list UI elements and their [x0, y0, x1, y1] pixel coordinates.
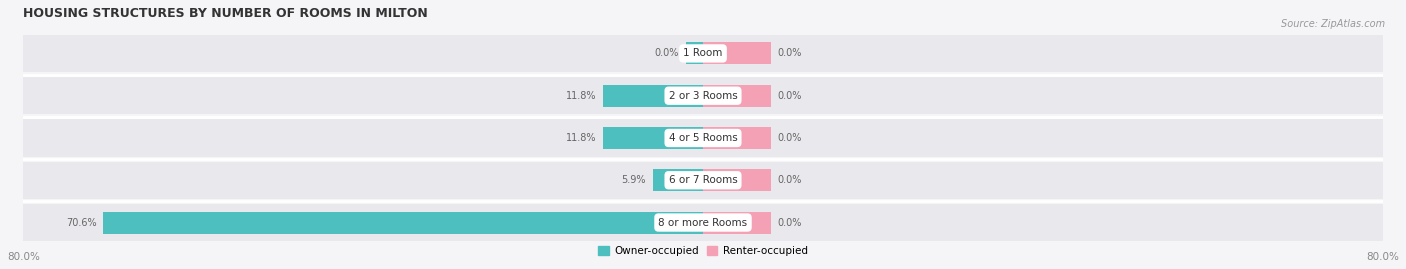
Bar — [703, 169, 770, 191]
Legend: Owner-occupied, Renter-occupied: Owner-occupied, Renter-occupied — [595, 242, 811, 260]
Text: 11.8%: 11.8% — [565, 91, 596, 101]
Bar — [24, 35, 1382, 72]
Text: 6 or 7 Rooms: 6 or 7 Rooms — [669, 175, 737, 185]
Bar — [652, 169, 703, 191]
Bar — [703, 85, 770, 107]
Text: 5.9%: 5.9% — [621, 175, 647, 185]
Bar — [24, 162, 1382, 199]
Text: 70.6%: 70.6% — [66, 218, 97, 228]
Text: 0.0%: 0.0% — [778, 175, 803, 185]
Text: 0.0%: 0.0% — [778, 218, 803, 228]
Bar — [24, 77, 1382, 114]
Bar — [603, 127, 703, 149]
Text: 0.0%: 0.0% — [778, 48, 803, 58]
Bar — [703, 43, 770, 64]
Text: 0.0%: 0.0% — [778, 133, 803, 143]
Bar — [24, 119, 1382, 157]
Text: 0.0%: 0.0% — [778, 91, 803, 101]
Text: 8 or more Rooms: 8 or more Rooms — [658, 218, 748, 228]
Bar — [103, 211, 703, 233]
Text: HOUSING STRUCTURES BY NUMBER OF ROOMS IN MILTON: HOUSING STRUCTURES BY NUMBER OF ROOMS IN… — [24, 7, 429, 20]
Text: Source: ZipAtlas.com: Source: ZipAtlas.com — [1281, 19, 1385, 29]
Bar — [703, 127, 770, 149]
Bar — [24, 204, 1382, 241]
Text: 1 Room: 1 Room — [683, 48, 723, 58]
Text: 4 or 5 Rooms: 4 or 5 Rooms — [669, 133, 737, 143]
Text: 2 or 3 Rooms: 2 or 3 Rooms — [669, 91, 737, 101]
Text: 0.0%: 0.0% — [655, 48, 679, 58]
Bar — [603, 85, 703, 107]
Bar — [686, 43, 703, 64]
Bar — [703, 211, 770, 233]
Text: 11.8%: 11.8% — [565, 133, 596, 143]
